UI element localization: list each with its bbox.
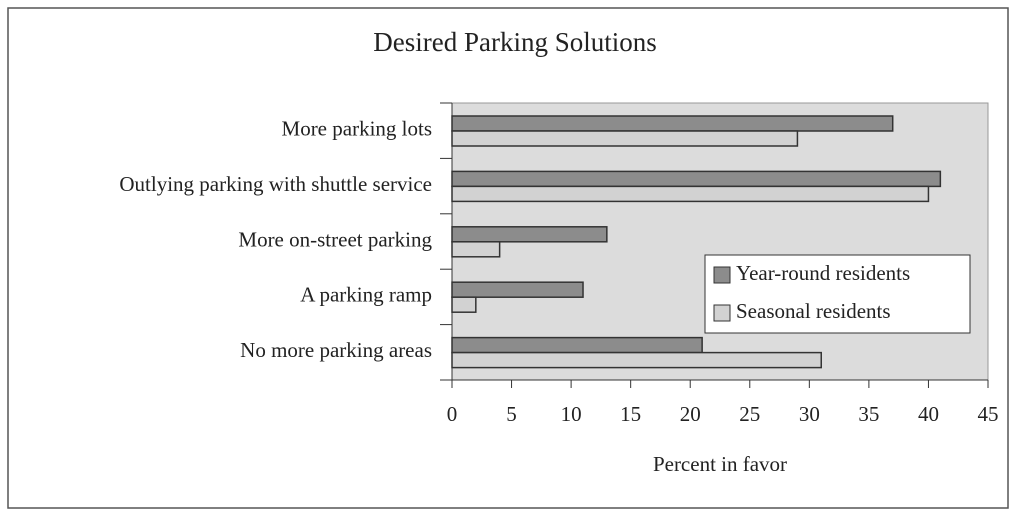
- x-tick-label: 35: [858, 402, 879, 426]
- y-tick-label: A parking ramp: [300, 283, 432, 307]
- y-tick-label: Outlying parking with shuttle service: [119, 172, 432, 196]
- bar: [451, 281, 584, 298]
- bar: [451, 170, 942, 188]
- bar: [451, 130, 799, 147]
- bar: [451, 241, 501, 258]
- y-tick-label: No more parking areas: [240, 338, 432, 362]
- legend-swatch: [713, 304, 731, 322]
- x-tick-label: 0: [447, 402, 458, 426]
- bar: [451, 296, 477, 313]
- bar: [451, 336, 703, 354]
- legend-label: Seasonal residents: [736, 299, 891, 323]
- x-tick-label: 30: [799, 402, 820, 426]
- legend-swatch: [713, 266, 731, 284]
- y-tick-label: More parking lots: [282, 117, 432, 141]
- x-tick-label: 25: [739, 402, 760, 426]
- chart-title: Desired Parking Solutions: [373, 27, 657, 57]
- x-tick-label: 20: [680, 402, 701, 426]
- bar: [451, 226, 608, 243]
- x-tick-label: 15: [620, 402, 641, 426]
- legend-box: [704, 254, 971, 334]
- x-tick-label: 5: [506, 402, 517, 426]
- legend-label: Year-round residents: [736, 261, 910, 285]
- bar: [451, 185, 930, 203]
- x-tick-label: 10: [561, 402, 582, 426]
- x-tick-label: 45: [978, 402, 999, 426]
- y-tick-label: More on-street parking: [238, 227, 432, 251]
- bar: [451, 351, 822, 369]
- x-tick-label: 40: [918, 402, 939, 426]
- x-axis-title: Percent in favor: [653, 452, 787, 476]
- bar: [451, 115, 894, 132]
